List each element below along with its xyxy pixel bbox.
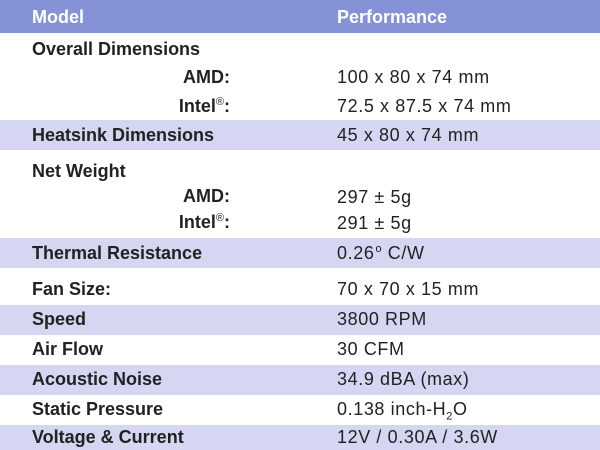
weight-intel-value: 291 ± 5g <box>337 213 412 233</box>
weight-title: Net Weight <box>32 161 126 181</box>
heatsink-value: 45 x 80 x 74 mm <box>337 125 480 145</box>
header-model: Model <box>32 7 84 27</box>
fan-value: 70 x 70 x 15 mm <box>337 279 480 299</box>
pressure-value: 0.138 inch-H2O <box>337 399 468 423</box>
row-speed: Speed 3800 RPM <box>0 305 600 335</box>
noise-label: Acoustic Noise <box>32 369 163 389</box>
pressure-label: Static Pressure <box>32 399 164 419</box>
dims-amd-value: 100 x 80 x 74 mm <box>337 67 490 87</box>
weight-amd-label: AMD: <box>183 186 230 206</box>
row-static-pressure: Static Pressure 0.138 inch-H2O <box>0 395 600 425</box>
speed-value: 3800 RPM <box>337 309 427 329</box>
dims-intel-label: Intel®: <box>178 96 230 116</box>
row-air-flow: Air Flow 30 CFM <box>0 335 600 365</box>
row-acoustic-noise: Acoustic Noise 34.9 dBA (max) <box>0 365 600 395</box>
table-header: Model Performance <box>0 0 600 33</box>
thermal-label: Thermal Resistance <box>32 243 203 263</box>
dims-amd-label: AMD: <box>183 67 230 87</box>
speed-label: Speed <box>32 309 87 329</box>
header-performance: Performance <box>337 7 448 27</box>
weight-intel-label: Intel®: <box>178 212 230 232</box>
heatsink-label: Heatsink Dimensions <box>32 125 215 145</box>
row-fan-size: Fan Size: 70 x 70 x 15 mm <box>0 273 600 305</box>
row-thermal-resistance: Thermal Resistance 0.26o C/W <box>0 238 600 268</box>
row-overall-dimensions: Overall Dimensions AMD: 100 x 80 x 74 mm… <box>0 33 600 120</box>
noise-value: 34.9 dBA (max) <box>337 369 470 389</box>
weight-amd-value: 297 ± 5g <box>337 187 412 207</box>
voltage-label: Voltage & Current <box>32 427 184 447</box>
thermal-value: 0.26o C/W <box>337 243 425 263</box>
airflow-value: 30 CFM <box>337 339 405 359</box>
dims-intel-value: 72.5 x 87.5 x 74 mm <box>337 96 512 116</box>
dims-title: Overall Dimensions <box>32 39 201 59</box>
row-voltage-current: Voltage & Current 12V / 0.30A / 3.6W <box>0 425 600 450</box>
airflow-label: Air Flow <box>32 339 103 359</box>
fan-label: Fan Size: <box>32 279 112 299</box>
voltage-value: 12V / 0.30A / 3.6W <box>337 427 498 447</box>
row-net-weight: Net Weight AMD: 297 ± 5g Intel®: 291 ± 5… <box>0 150 600 238</box>
row-heatsink-dimensions: Heatsink Dimensions 45 x 80 x 74 mm <box>0 120 600 150</box>
